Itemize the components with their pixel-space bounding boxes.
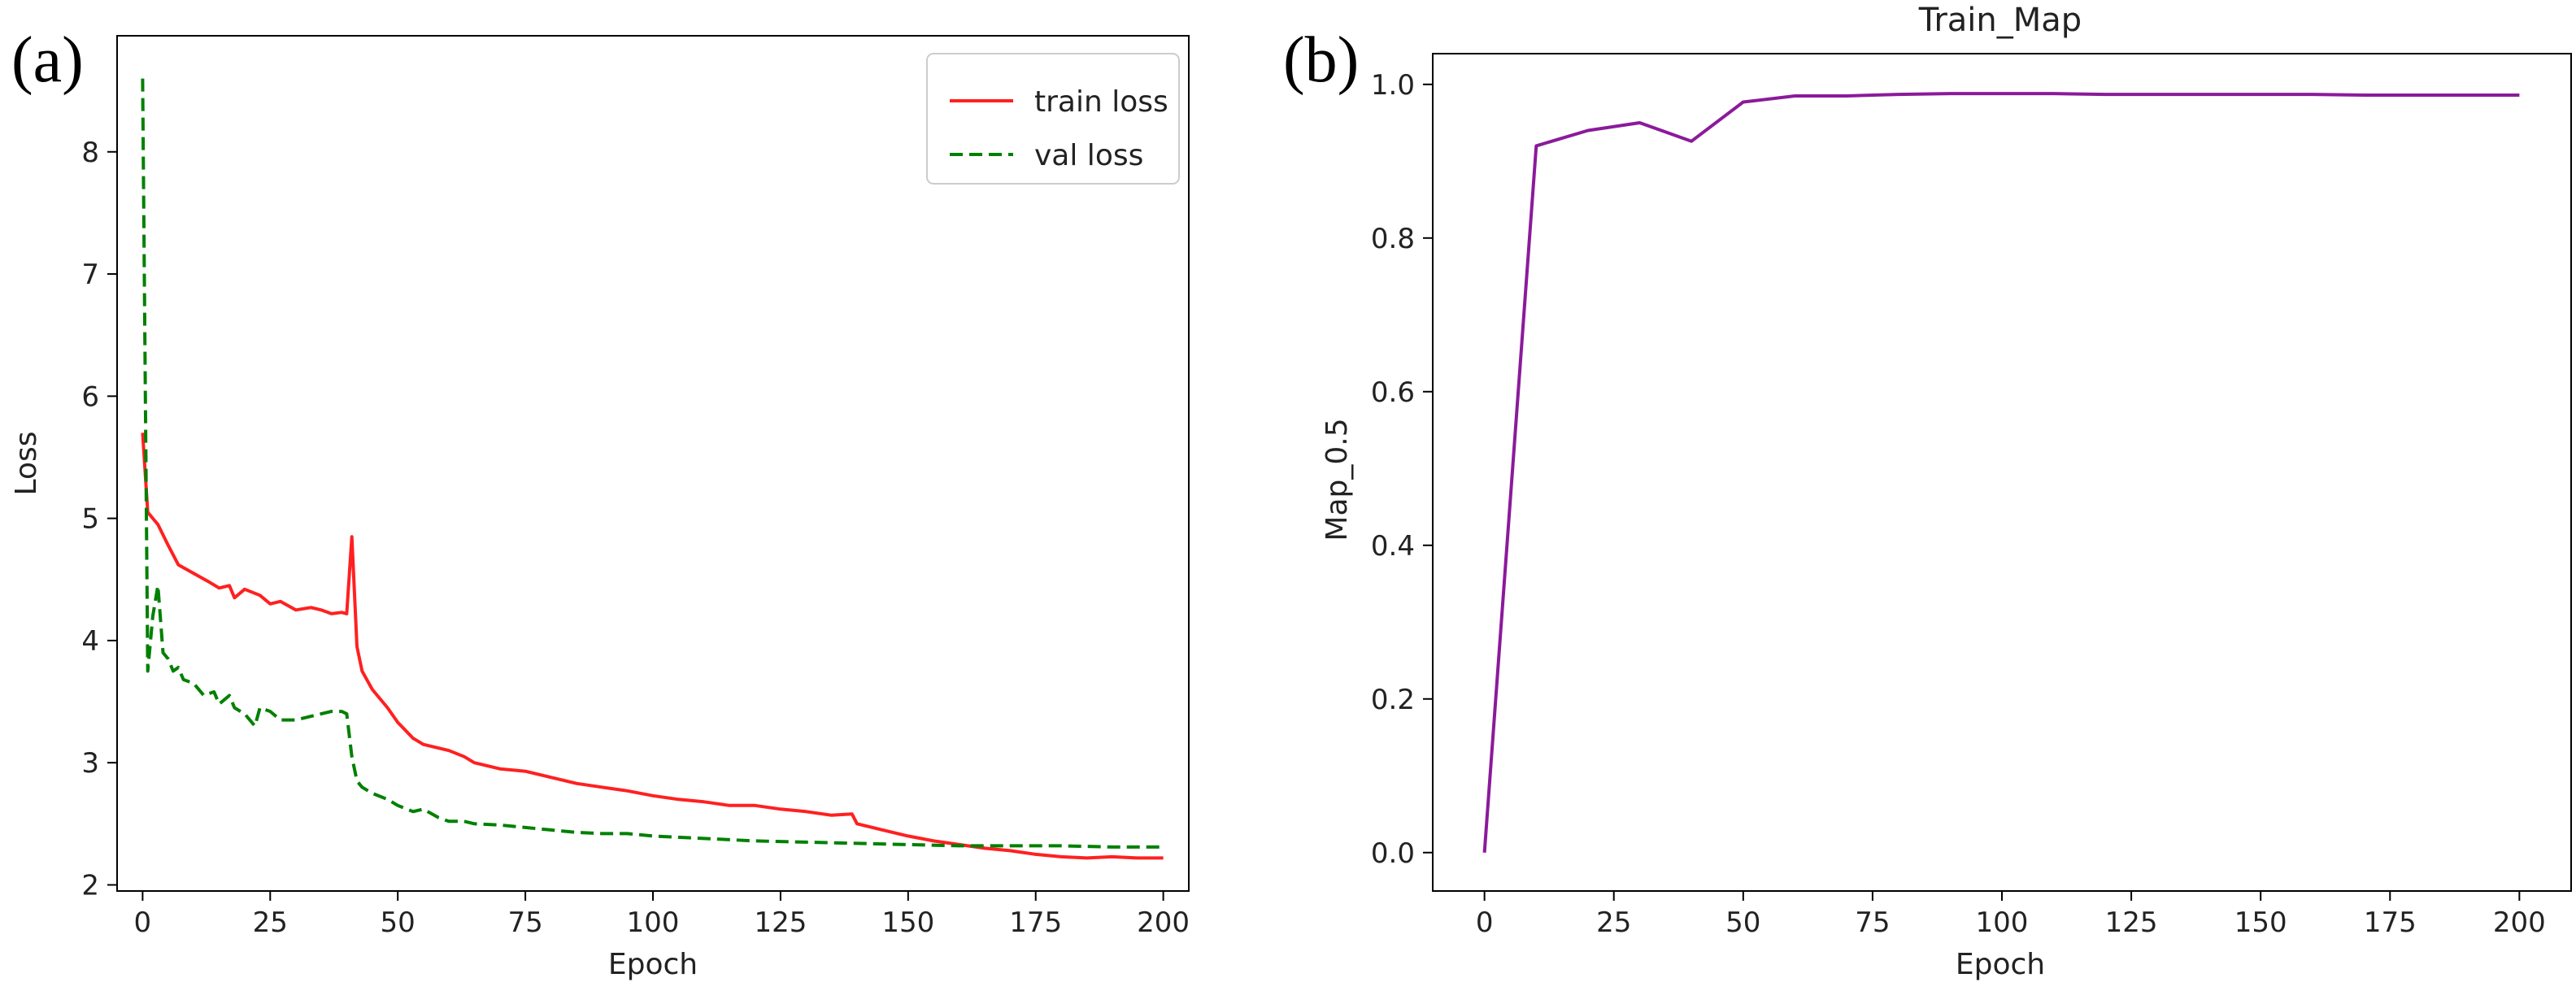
loss-y-axis-label: Loss (10, 432, 43, 496)
map-chart-title: Train_Map (1918, 2, 2082, 39)
map-y-tick-label: 0.0 (1371, 837, 1415, 870)
loss-x-axis-label: Epoch (608, 948, 698, 981)
legend-train-loss-label: train loss (1034, 85, 1168, 119)
map-x-tick-label: 0 (1476, 906, 1494, 939)
loss-x-tick-label: 75 (507, 906, 542, 939)
loss-x-tick-label: 125 (754, 906, 807, 939)
loss-x-tick-label: 175 (1009, 906, 1062, 939)
map-y-tick-label: 0.8 (1371, 223, 1415, 255)
map-y-axis-label: Map_0.5 (1321, 418, 1354, 541)
map-x-tick-label: 100 (1976, 906, 2029, 939)
loss-y-tick-label: 7 (81, 259, 99, 291)
loss-x-tick-label: 25 (253, 906, 288, 939)
map-plot-frame (1432, 53, 2572, 892)
map-y-tick-label: 0.2 (1371, 684, 1415, 716)
loss-series-val-loss (141, 78, 1164, 849)
loss-y-tick-label: 5 (81, 503, 99, 536)
map-x-tick-label: 125 (2105, 906, 2158, 939)
loss-y-tick-label: 4 (81, 625, 99, 658)
map-x-tick-label: 50 (1725, 906, 1760, 939)
loss-x-tick-label: 0 (134, 906, 152, 939)
map-x-tick-label: 200 (2493, 906, 2546, 939)
map-series-map-0-5 (1482, 92, 2520, 853)
map-y-tick-label: 0.6 (1371, 376, 1415, 409)
legend-box (926, 53, 1180, 185)
loss-series-train-loss (141, 432, 1164, 860)
panel-label-b: (b) (1283, 24, 1359, 96)
loss-x-tick-label: 200 (1137, 906, 1190, 939)
map-y-tick-label: 0.4 (1371, 530, 1415, 563)
map-x-tick-label: 75 (1855, 906, 1890, 939)
loss-x-tick-label: 100 (627, 906, 680, 939)
loss-y-tick-label: 6 (81, 380, 99, 413)
loss-y-tick-label: 3 (81, 747, 99, 780)
legend-val-loss-label: val loss (1034, 139, 1143, 172)
map-y-tick-label: 1.0 (1371, 69, 1415, 102)
map-x-tick-label: 25 (1596, 906, 1631, 939)
loss-x-tick-label: 50 (381, 906, 416, 939)
loss-y-tick-label: 8 (81, 137, 99, 169)
loss-legend: train loss val loss (926, 53, 1180, 185)
panel-label-a: (a) (11, 24, 84, 96)
map-x-tick-label: 150 (2234, 906, 2287, 939)
loss-y-tick-label: 2 (81, 869, 99, 902)
map-x-axis-label: Epoch (1956, 948, 2045, 981)
map-chart: (b) Train_Map 0 25 50 75 100 125 150 175 200 0.0 0… (1283, 2, 2572, 981)
loss-x-tick-label: 150 (881, 906, 934, 939)
map-x-tick-label: 175 (2364, 906, 2417, 939)
